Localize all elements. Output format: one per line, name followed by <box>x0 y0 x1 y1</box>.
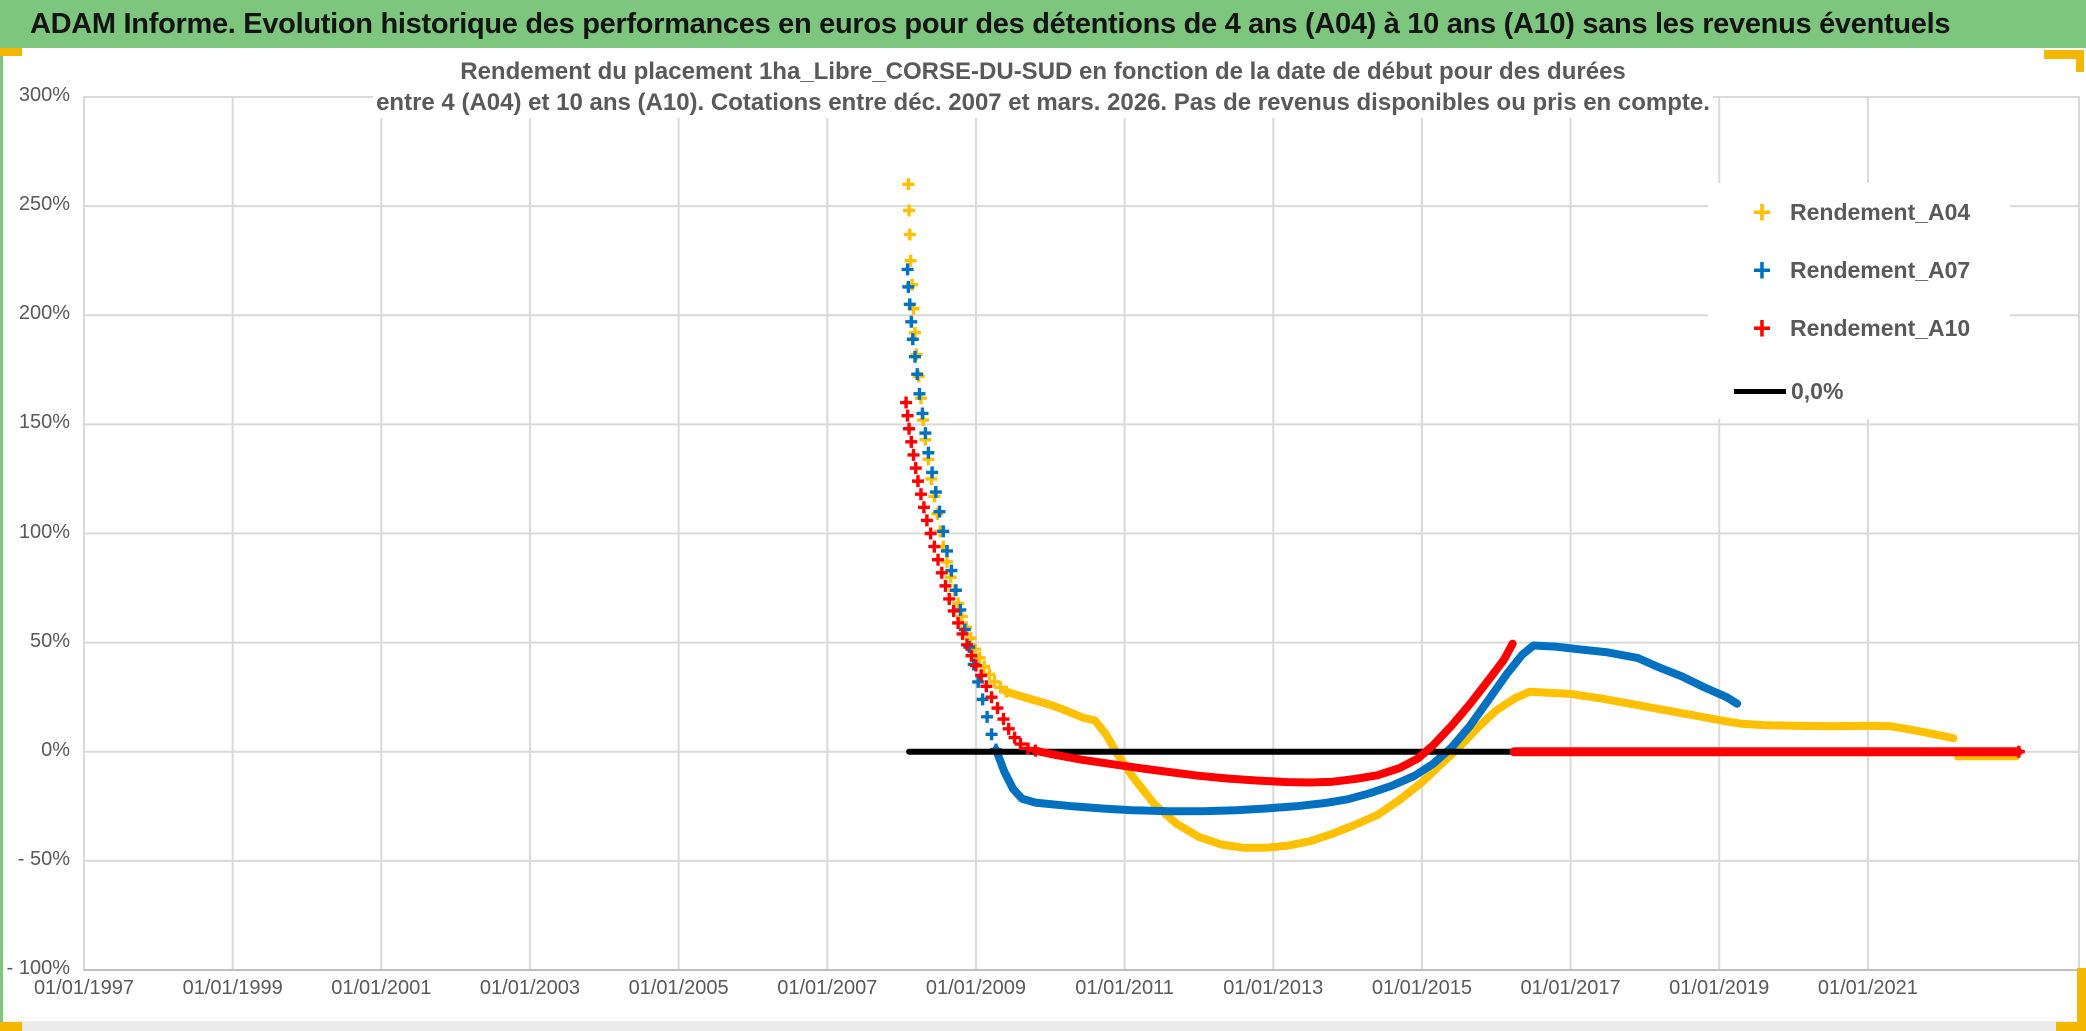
y-tick-label: - 100% <box>6 957 70 979</box>
x-tick-label: 01/01/2013 <box>1223 977 1324 999</box>
chart-title-line2: entre 4 (A04) et 10 ans (A10). Cotations… <box>376 89 1710 116</box>
bottom-strip <box>0 1021 2086 1031</box>
legend-label: Rendement_A04 <box>1790 198 1971 225</box>
y-tick-label: 150% <box>18 411 70 434</box>
x-tick-label: 01/01/2001 <box>331 977 432 999</box>
series-Rendement_A07 <box>901 263 1742 816</box>
gold-accent-bottom-right-h <box>2056 1022 2086 1031</box>
gold-accent-top-right-h <box>2044 50 2084 59</box>
y-tick-label: 250% <box>18 193 70 216</box>
gold-accent-top-right-v <box>2076 50 2084 72</box>
legend-label: 0,0% <box>1791 377 1844 404</box>
legend-item-0-0-: 0,0% <box>1708 369 1843 413</box>
legend-label: Rendement_A07 <box>1790 256 1971 283</box>
y-tick-label: 200% <box>18 302 70 325</box>
y-tick-label: 300% <box>18 84 70 106</box>
left-edge-accent <box>0 0 3 1031</box>
header-title: ADAM Informe. Evolution historique des p… <box>30 7 1951 40</box>
x-tick-label: 01/01/1999 <box>182 977 283 999</box>
legend-item-rendement-a10: + Rendement_A10 <box>1708 306 1971 350</box>
x-tick-label: 01/01/2003 <box>479 977 581 999</box>
gold-accent-bottom-right-v <box>2077 968 2086 1031</box>
legend-plus-marker-icon: + <box>1752 310 1772 346</box>
x-tick-label: 01/01/2007 <box>777 977 878 999</box>
chart-title: Rendement du placement 1ha_Libre_CORSE-D… <box>373 56 1713 118</box>
x-tick-label: 01/01/2021 <box>1817 977 1918 999</box>
x-tick-label: 01/01/2011 <box>1075 977 1174 999</box>
gold-accent-header-left <box>0 48 22 56</box>
x-tick-label: 01/01/2015 <box>1371 977 1472 999</box>
x-tick-label: 01/01/2017 <box>1520 977 1621 999</box>
chart-legend: + Rendement_A04 + Rendement_A07 + Rendement_A… <box>1708 183 2010 419</box>
x-tick-label: 01/01/1997 <box>33 977 135 999</box>
chart-title-line1: Rendement du placement 1ha_Libre_CORSE-D… <box>460 58 1626 85</box>
legend-item-rendement-a04: + Rendement_A04 <box>1708 190 1971 234</box>
x-tick-label: 01/01/2009 <box>925 977 1026 999</box>
legend-label: Rendement_A10 <box>1790 314 1971 341</box>
legend-item-rendement-a07: + Rendement_A07 <box>1708 248 1971 292</box>
x-tick-label: 01/01/2019 <box>1669 977 1770 999</box>
y-tick-label: 50% <box>29 629 70 652</box>
legend-plus-marker-icon: + <box>1752 194 1772 230</box>
gold-accent-bottom-left <box>0 1022 22 1031</box>
legend-plus-marker-icon: + <box>1752 252 1772 288</box>
y-tick-label: 0% <box>41 738 70 761</box>
header-bar: ADAM Informe. Evolution historique des p… <box>0 0 2086 48</box>
x-tick-label: 01/01/2005 <box>628 977 729 999</box>
y-tick-label: - 50% <box>17 847 70 870</box>
y-tick-label: 100% <box>18 520 70 543</box>
legend-line-marker-icon <box>1734 388 1786 394</box>
series-Rendement_A10 <box>900 396 2025 787</box>
